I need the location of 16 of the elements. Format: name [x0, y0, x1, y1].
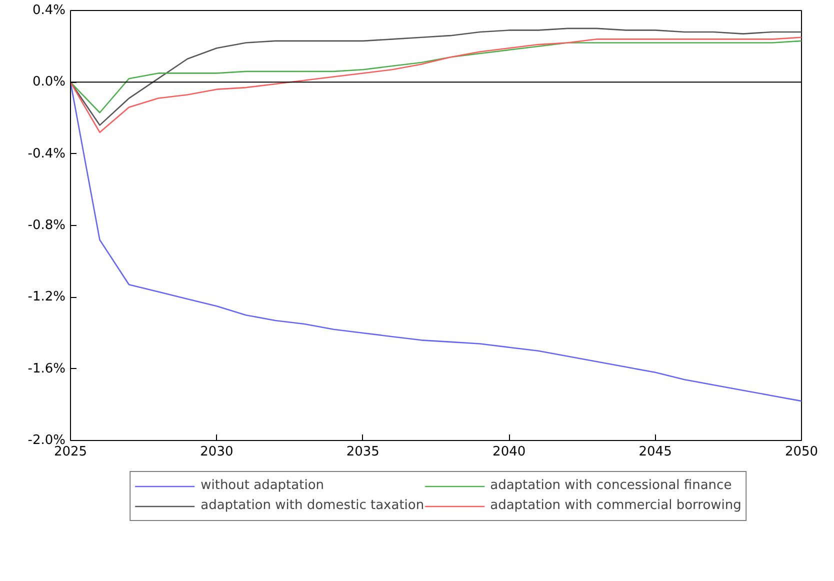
- legend-label: adaptation with domestic taxation: [200, 498, 424, 513]
- y-tick-label: -1.2%: [28, 290, 66, 305]
- y-tick-label: 0.0%: [32, 74, 66, 90]
- legend-label: without adaptation: [200, 478, 324, 493]
- y-tick-label: 0.4%: [32, 3, 66, 18]
- legend-label: adaptation with concessional finance: [490, 478, 732, 493]
- legend-label: adaptation with commercial borrowing: [490, 498, 742, 513]
- x-tick-label: 2050: [784, 444, 818, 460]
- x-tick-label: 2030: [200, 444, 234, 460]
- x-tick-label: 2045: [638, 444, 672, 460]
- x-tick-label: 2040: [492, 444, 526, 460]
- x-tick-label: 2025: [54, 444, 88, 460]
- y-tick-label: -0.4%: [28, 146, 66, 162]
- y-tick-label: -0.8%: [28, 218, 66, 233]
- x-tick-label: 2035: [346, 444, 380, 460]
- y-tick-label: -1.6%: [28, 361, 66, 376]
